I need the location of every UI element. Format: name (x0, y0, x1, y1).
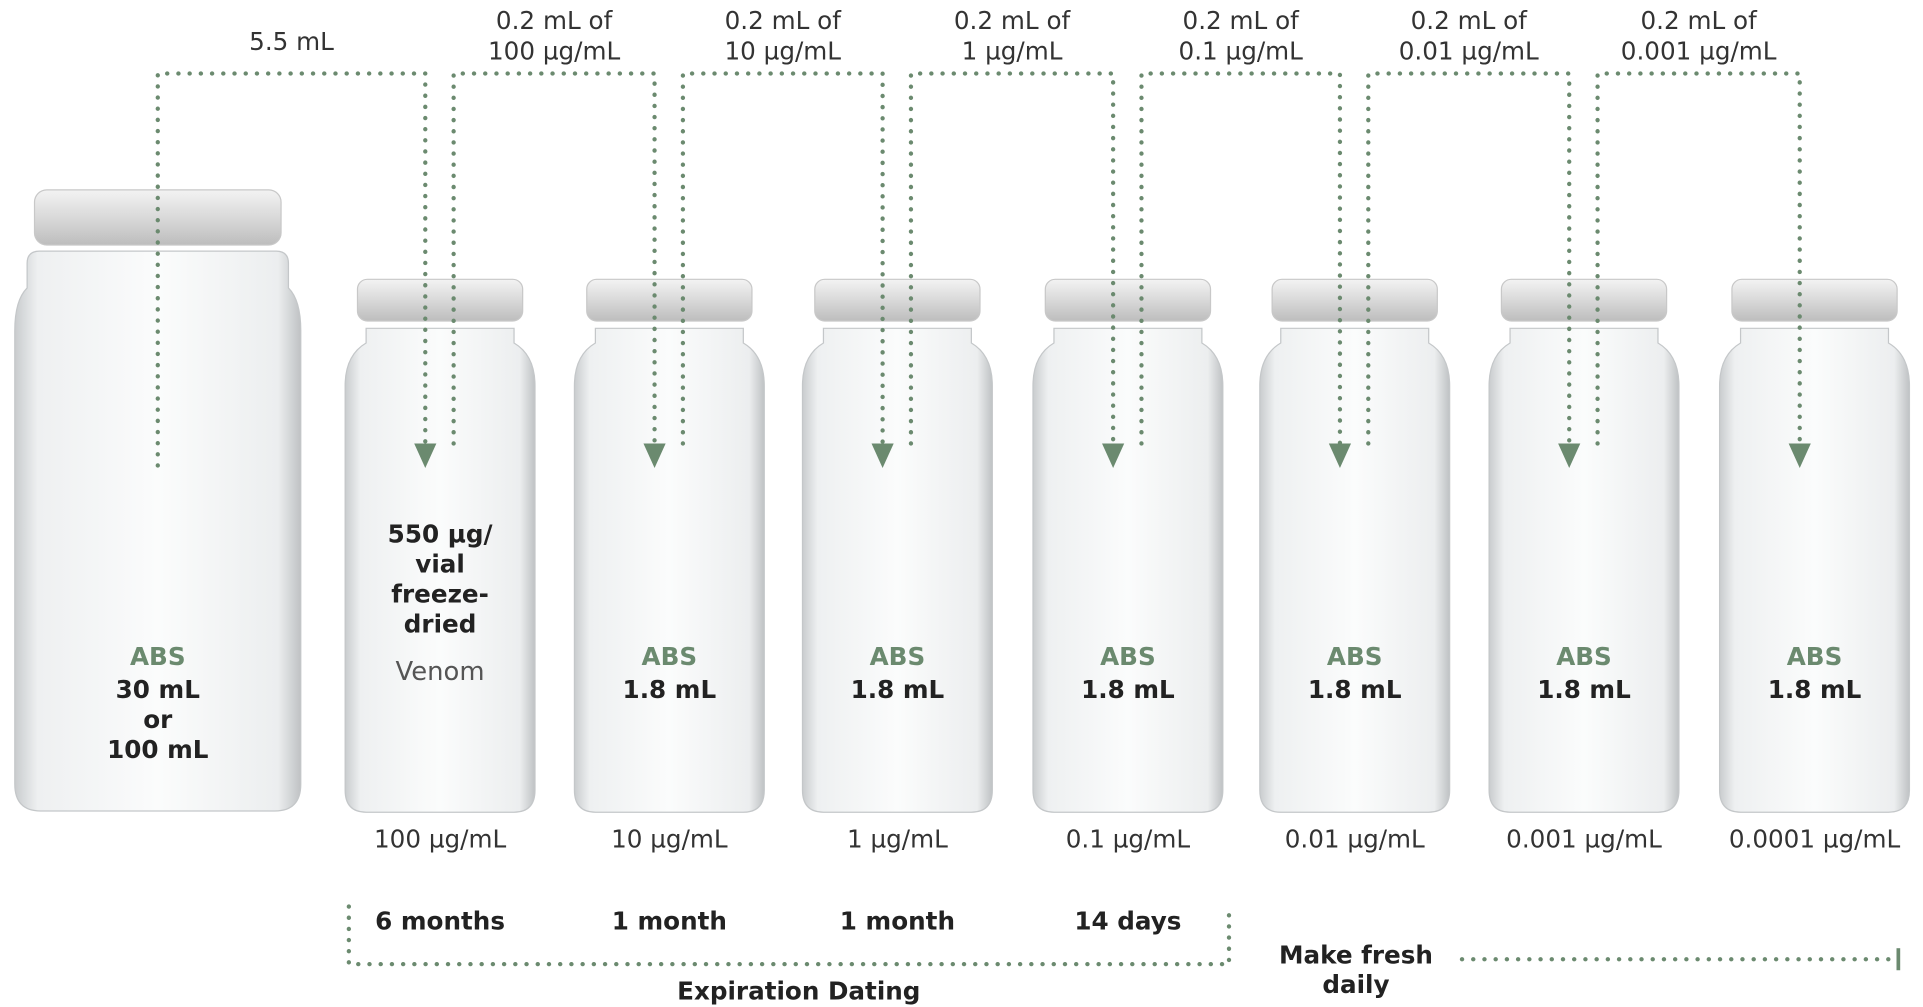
vial-body (1260, 328, 1450, 812)
transfer-label: 100 µg/mL (488, 37, 621, 66)
diluent: ABS (130, 642, 186, 671)
vial-contents: 1.8 mL (1081, 675, 1175, 704)
transfer-label: 0.2 mL of (1640, 6, 1758, 35)
diluent: ABS (1556, 642, 1612, 671)
concentration: 0.01 µg/mL (1285, 824, 1425, 853)
transfer-label: 0.2 mL of (496, 6, 614, 35)
expiration-item: 1 month (840, 907, 955, 936)
concentration: 100 µg/mL (374, 824, 507, 853)
vial-contents: dried (404, 609, 477, 638)
concentration: 10 µg/mL (611, 824, 728, 853)
expiration-label: Expiration Dating (677, 976, 920, 1005)
transfer-label: 10 µg/mL (724, 37, 841, 66)
vial-cap (815, 279, 980, 321)
concentration: 0.1 µg/mL (1066, 824, 1191, 853)
vial-body (802, 328, 992, 812)
dilution-diagram: ABS 30 mLor100 mL 550 µg/vialfreeze-dried V… (0, 0, 1923, 1007)
diluent: ABS (870, 642, 926, 671)
diluent: ABS (1100, 642, 1156, 671)
vial-cap (1045, 279, 1210, 321)
vial-cap (357, 279, 522, 321)
vial-contents: freeze- (391, 579, 489, 608)
vial-contents: or (143, 705, 173, 734)
transfer-label: 1 µg/mL (962, 37, 1063, 66)
vial-contents: 1.8 mL (1768, 675, 1862, 704)
vial-contents: 1.8 mL (1308, 675, 1402, 704)
transfer-label: 0.2 mL of (725, 6, 843, 35)
transfer-label: 0.001 µg/mL (1621, 37, 1777, 66)
vial-contents: vial (415, 549, 465, 578)
fresh-label: daily (1322, 970, 1389, 999)
diluent: ABS (642, 642, 698, 671)
vial-cap (587, 279, 752, 321)
vial-cap (1732, 279, 1897, 321)
vial-contents: 550 µg/ (388, 519, 493, 548)
transfer-label: 0.2 mL of (954, 6, 1072, 35)
fresh-label: Make fresh (1279, 941, 1433, 970)
vial-body (1720, 328, 1910, 812)
expiration-item: 1 month (612, 907, 727, 936)
vial-contents: 30 mL (116, 675, 200, 704)
expiration-item: 6 months (375, 907, 505, 936)
vial-body (1033, 328, 1223, 812)
concentration: 0.0001 µg/mL (1729, 824, 1901, 853)
transfer-label: 0.1 µg/mL (1179, 37, 1304, 66)
vial-cap (1501, 279, 1666, 321)
transfer-label: 0.2 mL of (1183, 6, 1301, 35)
transfer-label: 5.5 mL (249, 27, 334, 56)
vial-cap (1272, 279, 1437, 321)
transfer-label: 0.2 mL of (1411, 6, 1529, 35)
vial-contents: 1.8 mL (623, 675, 717, 704)
vial-body (574, 328, 764, 812)
vial-label: Venom (396, 657, 485, 687)
concentration: 1 µg/mL (847, 824, 948, 853)
vial-body (1489, 328, 1679, 812)
vial-contents: 1.8 mL (851, 675, 945, 704)
expiration-item: 14 days (1074, 907, 1181, 936)
diluent: ABS (1787, 642, 1843, 671)
concentration: 0.001 µg/mL (1506, 824, 1662, 853)
diluent: ABS (1327, 642, 1383, 671)
transfer-label: 0.01 µg/mL (1399, 37, 1539, 66)
vial-contents: 1.8 mL (1537, 675, 1631, 704)
vial-contents: 100 mL (107, 735, 208, 764)
